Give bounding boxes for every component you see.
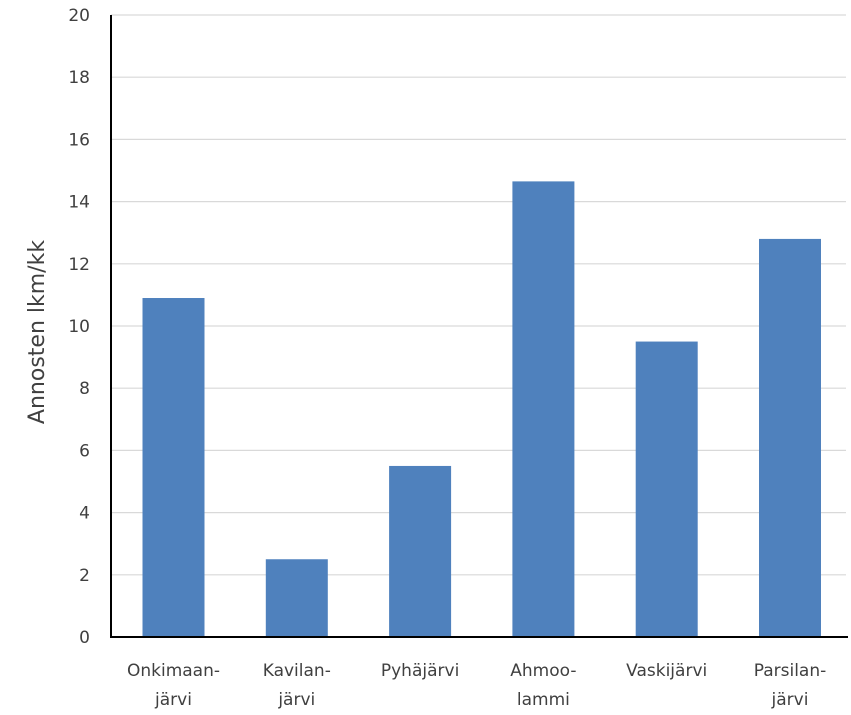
x-tick-label: Onkimaan-järvi: [127, 661, 220, 710]
x-tick-label-line: järvi: [277, 690, 315, 710]
y-axis-label: Annosten lkm/kk: [25, 240, 50, 424]
x-tick-label: Parsilan-järvi: [754, 661, 827, 710]
x-tick-label: Kavilan-järvi: [263, 661, 331, 710]
y-tick-label: 20: [68, 6, 90, 26]
x-tick-label: Ahmoo-lammi: [510, 661, 576, 710]
axes: [110, 15, 848, 638]
x-tick-label-line: lammi: [517, 690, 570, 710]
y-tick-label: 16: [68, 130, 90, 150]
x-tick-label: Vaskijärvi: [626, 661, 707, 681]
x-tick-label-line: Ahmoo-: [510, 661, 576, 681]
y-tick-label: 14: [68, 193, 90, 213]
bar-3: [512, 181, 575, 637]
x-tick-label-line: Kavilan-: [263, 661, 331, 681]
bar-2: [389, 465, 452, 637]
y-tick-label: 6: [79, 441, 90, 461]
bar-0: [142, 298, 205, 637]
x-tick-label-line: Parsilan-: [754, 661, 827, 681]
y-tick-label: 10: [68, 317, 90, 337]
x-tick-label-line: Pyhäjärvi: [381, 661, 459, 681]
y-tick-label: 12: [68, 255, 90, 275]
bars: [142, 181, 821, 638]
x-tick-label-line: järvi: [771, 690, 809, 710]
y-tick-label: 2: [79, 566, 90, 586]
y-tick-label: 4: [79, 504, 90, 524]
bar-1: [265, 559, 328, 637]
bar-4: [635, 341, 698, 637]
x-tick-label-line: Vaskijärvi: [626, 661, 707, 681]
y-tick-label: 0: [79, 628, 90, 648]
bar-5: [759, 238, 821, 638]
x-tick-label-line: järvi: [154, 690, 192, 710]
gridlines: [111, 14, 846, 576]
x-tick-label-line: Onkimaan-: [127, 661, 220, 681]
y-tick-label: 8: [79, 379, 90, 399]
y-tick-label: 18: [68, 68, 90, 88]
x-tick-label: Pyhäjärvi: [381, 661, 459, 681]
y-tick-labels: 0 2 4 6 8 10 12 14 16 18 20: [68, 6, 90, 648]
